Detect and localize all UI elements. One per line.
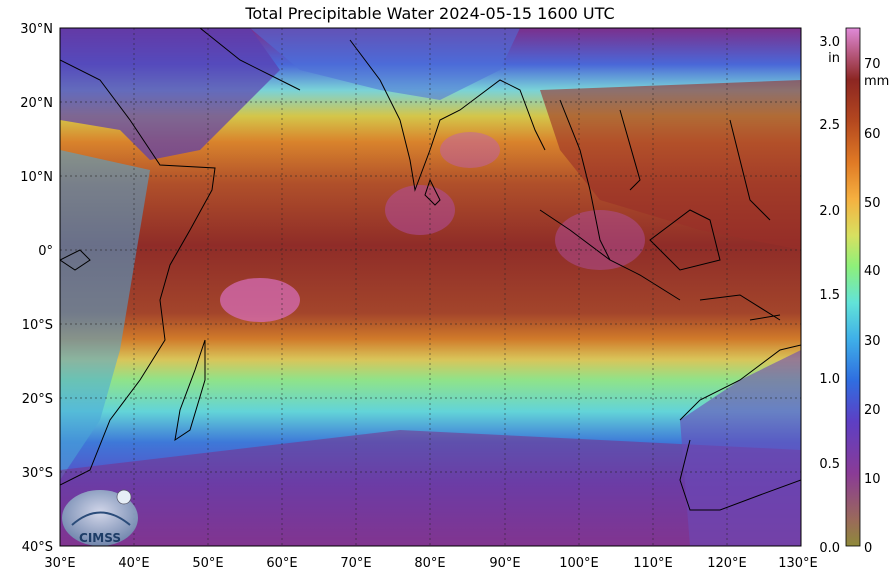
- australia-region: [680, 350, 801, 546]
- map-title: Total Precipitable Water 2024-05-15 1600…: [245, 4, 615, 23]
- mm-tick: 40: [864, 264, 881, 279]
- logo-text: CIMSS: [79, 531, 121, 545]
- lon-label: 50°E: [192, 556, 223, 571]
- lon-label: 80°E: [414, 556, 445, 571]
- moist-peak-1: [220, 278, 300, 322]
- lon-label: 90°E: [489, 556, 520, 571]
- inch-tick: 1.0: [819, 372, 840, 387]
- dry-region-north: [250, 28, 520, 100]
- lon-label: 60°E: [266, 556, 297, 571]
- mm-tick: 70: [864, 57, 881, 72]
- lat-label: 30°S: [22, 466, 53, 481]
- lon-label: 110°E: [633, 556, 673, 571]
- lat-label: 20°N: [20, 96, 53, 111]
- inch-tick: 0.0: [819, 541, 840, 556]
- inch-tick: 3.0: [819, 35, 840, 50]
- cimss-logo: CIMSS: [62, 489, 138, 546]
- mm-tick: 0: [864, 541, 872, 556]
- colorbar-inch-unit: in: [828, 51, 840, 66]
- inch-tick: 0.5: [819, 457, 840, 472]
- lon-label: 30°E: [44, 556, 75, 571]
- lon-label: 40°E: [118, 556, 149, 571]
- inch-tick: 2.5: [819, 118, 840, 133]
- lon-label: 100°E: [559, 556, 599, 571]
- mm-tick: 20: [864, 403, 881, 418]
- lat-label: 0°: [38, 244, 53, 259]
- inch-tick: 1.5: [819, 288, 840, 303]
- colorbar-inch-ticks: 3.0 2.5 2.0 1.5 1.0 0.5 0.0: [819, 35, 840, 556]
- mm-tick: 60: [864, 127, 881, 142]
- moist-peak-4: [440, 132, 500, 168]
- map-frame: [59, 27, 802, 547]
- lat-label: 30°N: [20, 22, 53, 37]
- dry-region-arabia: [60, 28, 280, 160]
- lat-label: 40°S: [22, 540, 53, 555]
- moist-peak-2: [385, 185, 455, 235]
- lat-label: 10°N: [20, 170, 53, 185]
- mm-tick: 10: [864, 472, 881, 487]
- lon-label: 70°E: [340, 556, 371, 571]
- colorbar-gradient: [845, 27, 861, 547]
- latitude-labels: 30°N 20°N 10°N 0° 10°S 20°S 30°S 40°S: [20, 22, 53, 555]
- moist-region-indochina: [540, 80, 801, 250]
- lon-label: 120°E: [707, 556, 747, 571]
- longitude-labels: 30°E 40°E 50°E 60°E 70°E 80°E 90°E 100°E…: [44, 556, 817, 571]
- coastlines: [60, 28, 801, 511]
- lon-label: 130°E: [778, 556, 818, 571]
- mm-tick: 30: [864, 334, 881, 349]
- mm-tick: 50: [864, 196, 881, 211]
- lat-label: 10°S: [22, 318, 53, 333]
- tpw-map: CIMSS: [60, 28, 801, 546]
- graticule: [60, 28, 801, 546]
- colorbar: in mm 3.0 2.5 2.0 1.5 1.0 0.5 0.0 70 60 …: [819, 27, 889, 556]
- lat-label: 20°S: [22, 392, 53, 407]
- inch-tick: 2.0: [819, 204, 840, 219]
- colorbar-mm-unit: mm: [864, 74, 889, 89]
- africa-moisture: [60, 150, 150, 480]
- colorbar-mm-ticks: 70 60 50 40 30 20 10 0: [864, 57, 881, 556]
- southern-dry: [60, 430, 801, 546]
